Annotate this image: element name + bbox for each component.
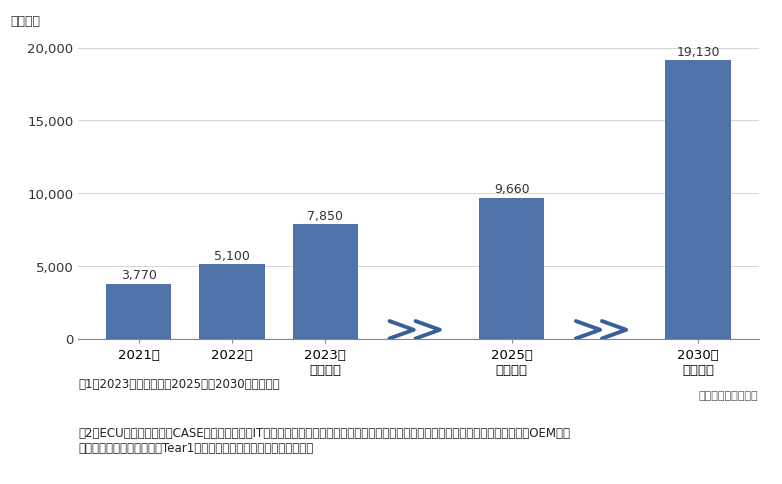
Text: 矢野経済研究所調べ: 矢野経済研究所調べ [699,391,759,401]
Text: 9,660: 9,660 [493,183,529,196]
Text: 5,100: 5,100 [214,249,250,262]
Bar [106,284,171,339]
Bar [199,265,264,339]
Text: 注1．2023年は見込値、2025年、2030年は予測値: 注1．2023年は見込値、2025年、2030年は予測値 [78,378,280,391]
Text: 7,850: 7,850 [307,209,343,222]
Bar [479,198,544,339]
Text: 3,770: 3,770 [121,269,156,282]
Bar [665,61,730,339]
Text: 注2．ECUなどの制御系やCASEを志向した車載IT系の車載ソフトウェアを対象とし、ソフトウェア開発ベンダーから自動車メーカー（OEM）や
自動車部品サプライヤ: 注2．ECUなどの制御系やCASEを志向した車載IT系の車載ソフトウェアを対象と… [78,426,570,454]
Bar [292,225,358,339]
Text: （億円）: （億円） [10,15,40,28]
Text: 19,130: 19,130 [676,45,719,59]
